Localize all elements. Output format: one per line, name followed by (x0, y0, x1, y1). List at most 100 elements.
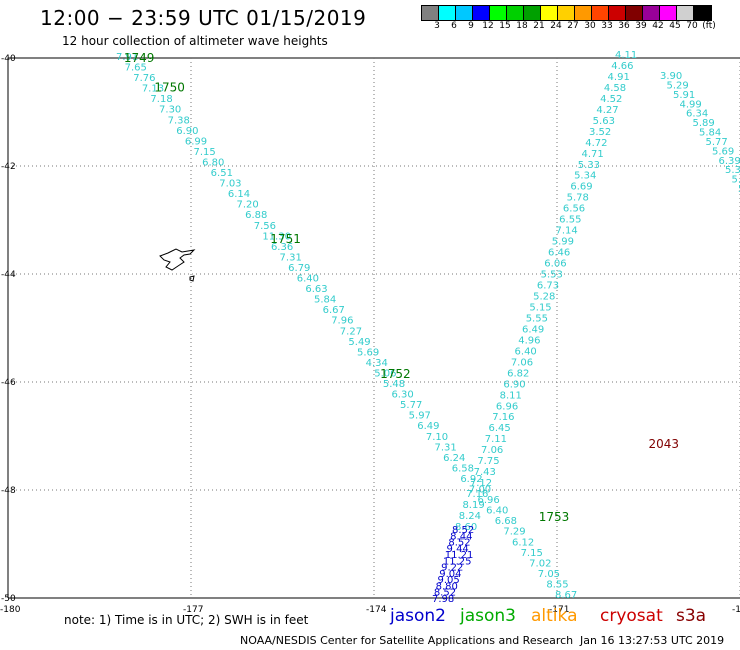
swh-value: 6.90 (176, 126, 198, 137)
swh-value: 7.18 (150, 94, 172, 105)
swh-value: 6.49 (417, 421, 439, 432)
lon-tick-label: -180 (0, 605, 21, 615)
swh-value: 6.69 (570, 182, 592, 193)
swh-value: 7.10 (426, 432, 448, 443)
lon-tick-label: -168 (732, 605, 740, 615)
colorbar-swatch (575, 6, 592, 20)
swh-value: 7.96 (331, 316, 353, 327)
swh-value: 5.55 (526, 313, 548, 324)
swh-value: 6.39 (719, 156, 740, 167)
swh-value: 6.24 (443, 453, 465, 464)
colorbar-swatch (609, 6, 626, 20)
swh-value: 6.90 (503, 379, 525, 390)
swh-value: 7.65 (125, 63, 147, 74)
swh-value: 4.99 (680, 99, 702, 110)
swh-value: 5.78 (567, 193, 589, 204)
swh-value: 7.75 (477, 456, 499, 467)
lat-tick-label: -46 (1, 378, 16, 388)
colorbar-swatch (507, 6, 524, 20)
colorbar-label: 6 (451, 21, 457, 31)
swh-value: 4.96 (518, 335, 540, 346)
swh-value: 6.58 (452, 463, 474, 474)
colorbar-label: 24 (550, 21, 562, 31)
colorbar-label: 15 (499, 21, 511, 31)
swh-value: 4.27 (596, 105, 618, 116)
colorbar-label: 9 (468, 21, 474, 31)
colorbar-swatch (422, 6, 439, 20)
colorbar-swatch (524, 6, 541, 20)
swh-value: 8.19 (462, 500, 484, 511)
swh-value: 7.30 (159, 105, 181, 116)
satellite-legend-item: s3a (676, 606, 707, 626)
swh-value: 9.44 (447, 544, 469, 555)
lon-tick-label: -177 (183, 605, 203, 615)
colorbar-label: (ft) (702, 21, 716, 31)
swh-value: 5.99 (552, 237, 574, 248)
swh-value: 7.06 (511, 357, 533, 368)
chatham-island-outline (159, 248, 196, 271)
swh-value: 6.30 (391, 390, 413, 401)
swh-value: 8.24 (459, 511, 481, 522)
timestamp: Jan 16 13:27:53 UTC 2019 (580, 634, 725, 647)
swh-value: 7.20 (237, 200, 259, 211)
swh-value: 5.06 (374, 368, 396, 379)
swh-value: 6.45 (488, 423, 510, 434)
swh-value: 8.52 (452, 525, 474, 536)
swh-value: 5.33 (578, 160, 600, 171)
swh-value: 8.80 (436, 581, 458, 592)
pass-number-label: 1749 (124, 51, 155, 65)
pass-number-label: 1750 (154, 81, 185, 95)
swh-value: 6.96 (478, 495, 500, 506)
swh-value: 6.96 (496, 401, 518, 412)
swh-value: 4.34 (366, 358, 388, 369)
swh-value: 7.11 (485, 434, 507, 445)
lat-tick-label: -42 (1, 162, 16, 172)
swh-value: 5.34 (574, 171, 596, 182)
swh-value: 9.05 (437, 575, 459, 586)
swh-value: 7.15 (521, 548, 543, 559)
colorbar-swatch (558, 6, 575, 20)
swh-value: 6.92 (460, 474, 482, 485)
swh-value: 8.60 (455, 522, 477, 533)
swh-value: 5.36 (725, 165, 740, 176)
swh-value: 7.31 (434, 442, 456, 453)
swh-value: 7.16 (466, 489, 488, 500)
swh-value: 4.91 (608, 72, 630, 83)
swh-value: 4.52 (600, 94, 622, 105)
swh-value: 6.49 (522, 324, 544, 335)
swh-value: 5.3 (732, 175, 740, 186)
colorbar-label: 18 (516, 21, 528, 31)
swh-value: 4.58 (604, 83, 626, 94)
swh-value: 5.48 (383, 379, 405, 390)
swh-value: 8.52 (434, 588, 456, 599)
footer-note: note: 1) Time is in UTC; 2) SWH is in fe… (64, 613, 309, 627)
swh-value: 7.98 (432, 594, 454, 605)
wave-height-colorbar (421, 5, 712, 21)
swh-value: 6.63 (305, 284, 327, 295)
swh-value: 7.06 (481, 445, 503, 456)
colorbar-label: 36 (618, 21, 630, 31)
colorbar-swatch (456, 6, 473, 20)
swh-value: 6.55 (559, 215, 581, 226)
swh-value: 5.63 (593, 116, 615, 127)
lat-tick-label: -48 (1, 486, 16, 496)
swh-value: 4.66 (611, 61, 633, 72)
swh-value: 6.82 (507, 368, 529, 379)
colorbar-label: 21 (533, 21, 545, 31)
colorbar-label: 33 (601, 21, 613, 31)
lat-tick-label: -44 (1, 270, 16, 280)
swh-value: 8.52 (448, 538, 470, 549)
swh-value: 6.68 (495, 516, 517, 527)
pitt-island-outline (189, 275, 195, 282)
colorbar-swatch (490, 6, 507, 20)
pass-number-label: 1753 (539, 510, 570, 524)
lat-tick-label: -50 (1, 594, 16, 604)
swh-value: 9.22 (441, 563, 463, 574)
colorbar-label: 39 (635, 21, 647, 31)
colorbar-swatch (626, 6, 643, 20)
swh-value: 3.52 (589, 127, 611, 138)
swh-value: 7.12 (470, 478, 492, 489)
swh-value: 7.29 (503, 527, 525, 538)
colorbar-label: 27 (567, 21, 579, 31)
